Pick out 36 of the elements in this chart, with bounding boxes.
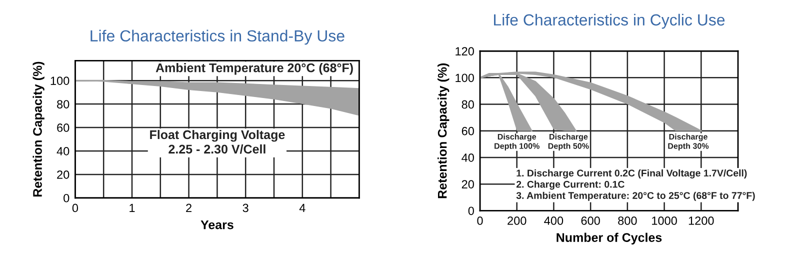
y-tick-label: 40 [462,154,474,162]
x-tick-label: 3 [242,204,248,212]
annotation: Discharge Depth 50% [548,134,589,150]
y-tick-label: 60 [462,126,474,136]
annotation: Discharge Depth 30% [668,134,709,150]
x-tick-label: 0 [72,204,78,212]
annotation: Float Charging Voltage 2.25 - 2.30 V/Cell [150,130,285,154]
y-axis-title: Retention Capacity (%) [438,63,450,198]
x-tick-label: 0 [477,216,483,225]
y-tick-label: 60 [57,124,70,132]
y-tick-label: 0 [64,194,70,202]
x-tick-label: 600 [581,216,600,225]
y-tick-label: 80 [57,100,70,108]
annotation: 1. Discharge Current 0.2C (Final Voltage 1.7V/Cell) 2. Charge Current: 0.1C 3. Ambient Temperature: 20°C to 25°C (68°F to 77°F) [516,169,755,201]
x-tick-label: 1000 [652,216,677,225]
x-axis-title: Number of Cycles [556,232,662,244]
chart-title: Life Characteristics in Cyclic Use [494,14,725,29]
annotation: Discharge Depth 100% [494,134,540,150]
y-tick-label: 40 [56,147,70,156]
x-tick-label: 2 [186,204,192,212]
x-axis-title: Years [200,220,234,230]
x-tick-label: 800 [618,216,637,225]
y-tick-label: 100 [50,76,70,85]
x-tick-label: 1200 [688,216,714,225]
y-tick-label: 20 [462,180,474,188]
y-tick-label: 80 [462,100,474,109]
y-tick-label: 100 [456,74,474,82]
annotation: Ambient Temperature 20°C (68°F) [156,63,353,75]
x-tick-label: 400 [544,216,564,225]
x-tick-label: 200 [508,216,526,225]
chart-title: Life Characteristics in Stand-By Use [90,30,344,45]
y-tick-label: 120 [456,47,474,56]
x-tick-label: 4 [299,204,306,212]
y-tick-label: 20 [57,170,70,179]
y-axis-title: Retention Capacity (%) [32,62,44,196]
x-tick-label: 1 [130,204,135,212]
